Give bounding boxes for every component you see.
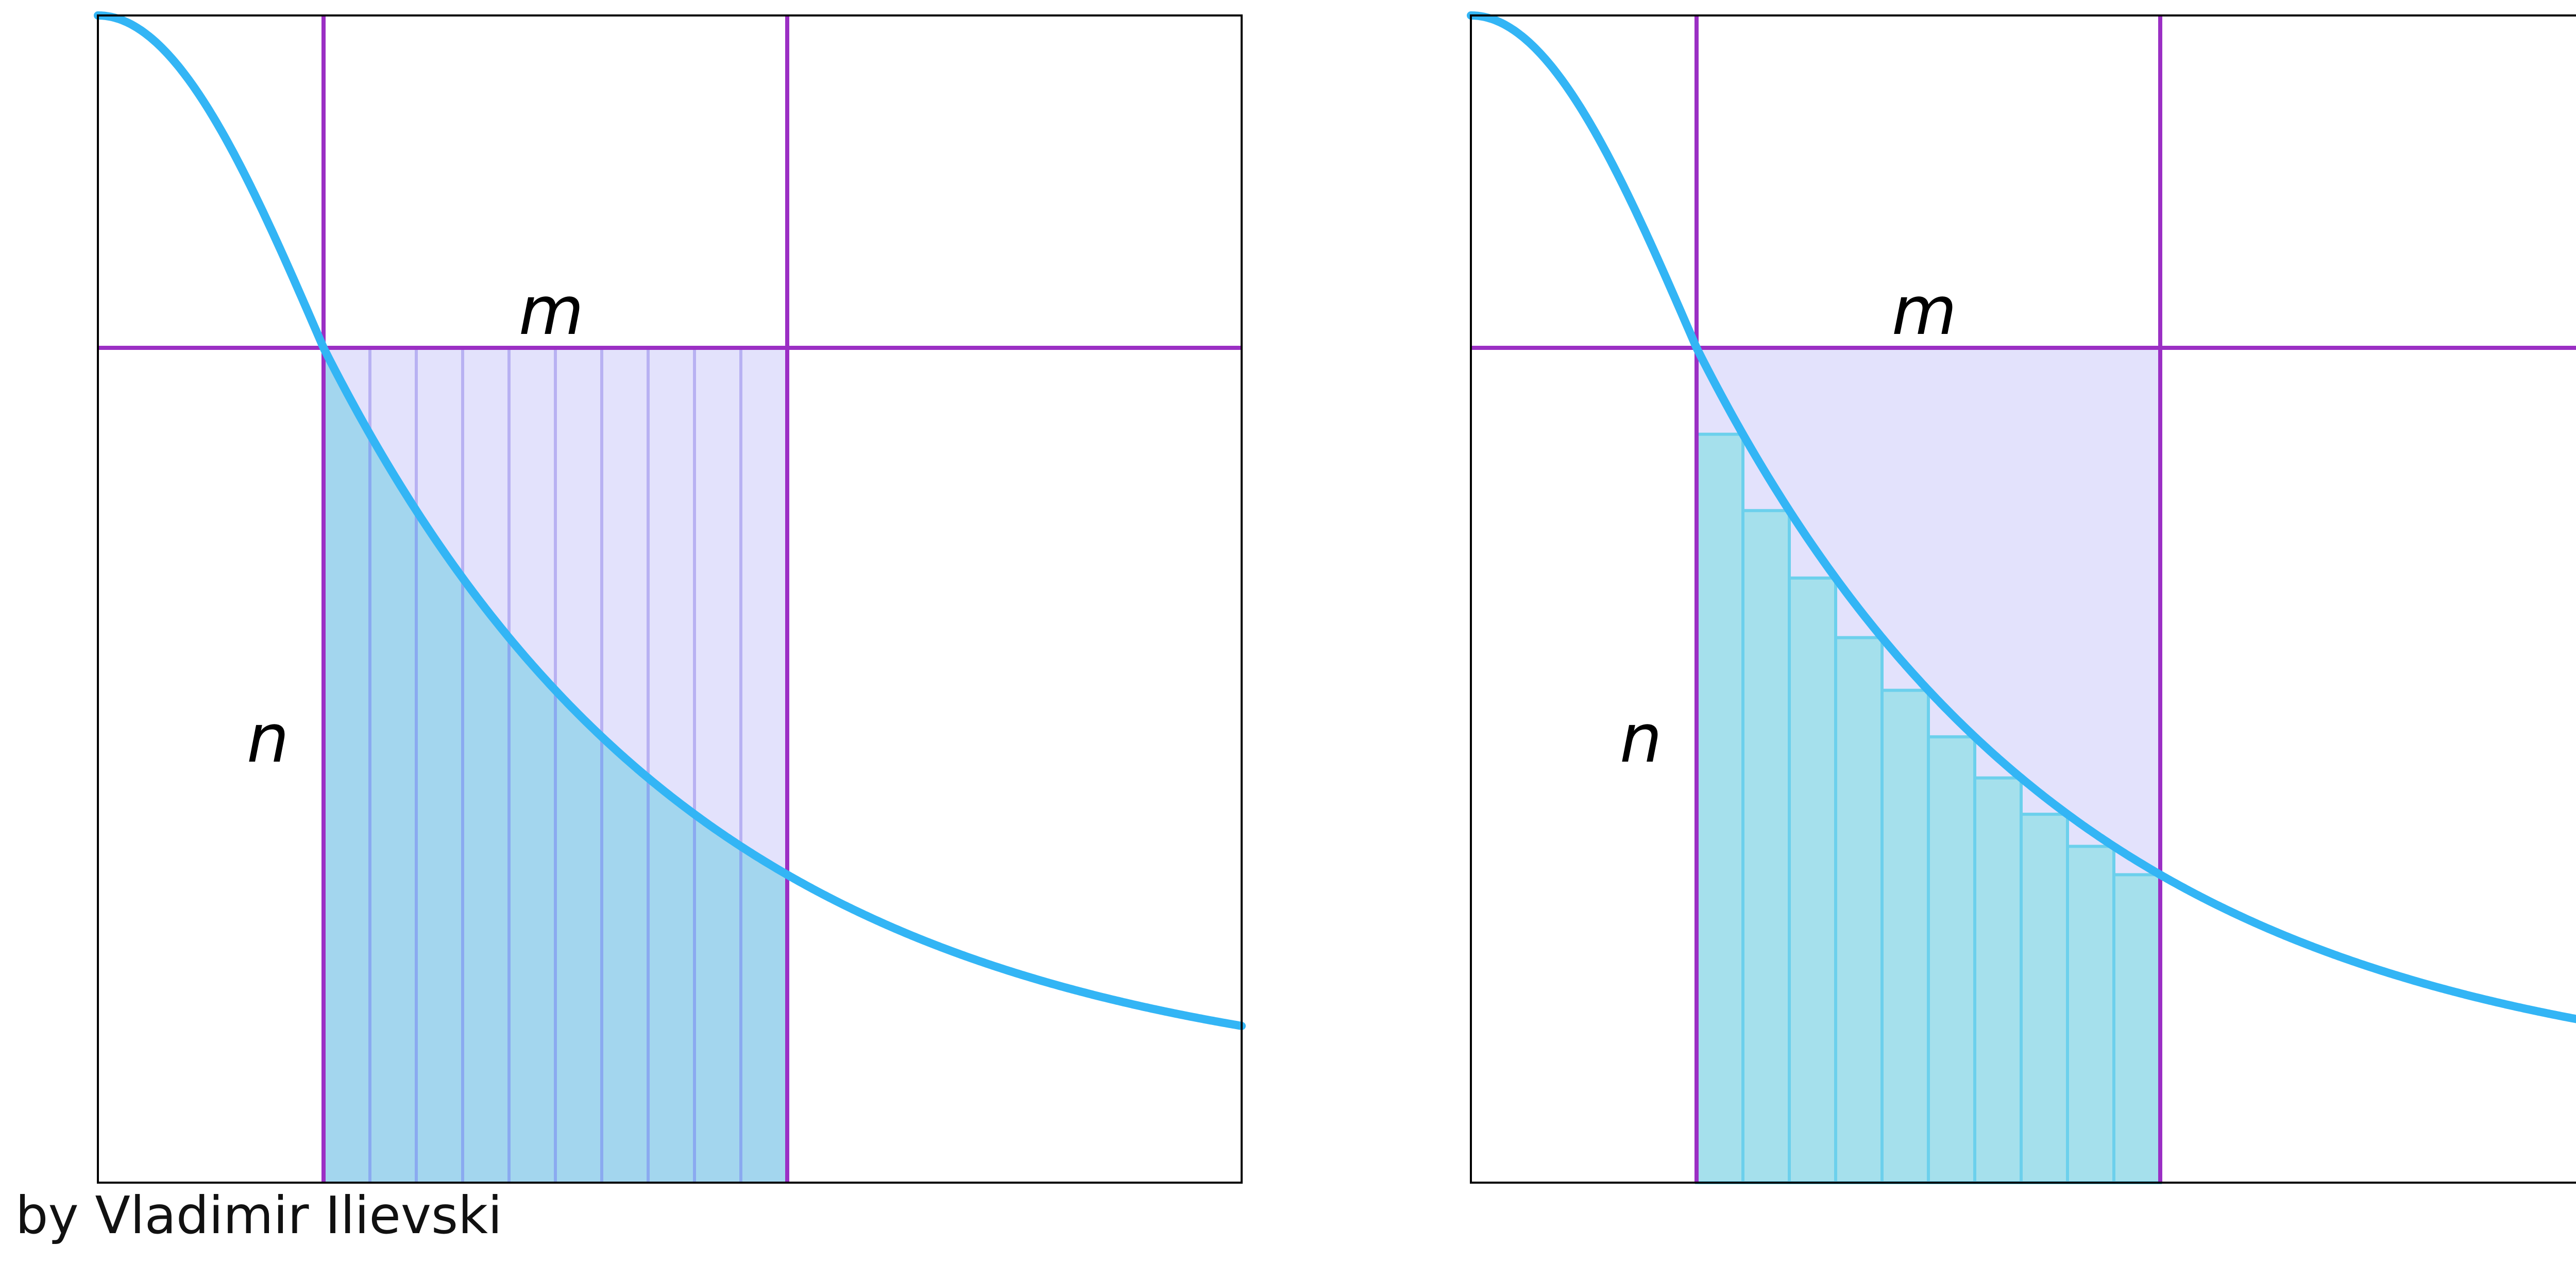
left-panel: m n xyxy=(94,11,1246,1184)
left-panel-content xyxy=(94,11,1246,1184)
step-bar xyxy=(2020,813,2069,1185)
author-credit: by Vladimir Ilievski xyxy=(15,1185,502,1246)
step-bar xyxy=(1741,509,1791,1184)
right-label-m: m xyxy=(1892,272,1957,350)
step-bar xyxy=(1927,735,1976,1184)
step-bar xyxy=(2112,873,2162,1184)
left-label-n: n xyxy=(247,699,289,778)
left-label-m: m xyxy=(519,272,584,350)
panel-frame xyxy=(1470,14,2576,1184)
right-panel: m n xyxy=(1467,11,2576,1185)
decreasing-curve xyxy=(1467,11,2576,1023)
step-bar xyxy=(1695,432,1744,1184)
step-bar xyxy=(2066,845,2115,1185)
step-bar xyxy=(1973,776,2023,1184)
step-bar xyxy=(1834,636,1884,1184)
panel-frame xyxy=(97,14,1243,1184)
decreasing-curve xyxy=(94,11,1246,1030)
step-bar xyxy=(1788,576,1837,1184)
step-bar xyxy=(1880,688,1930,1185)
right-label-n: n xyxy=(1620,699,1662,778)
right-panel-content xyxy=(1467,11,2576,1185)
